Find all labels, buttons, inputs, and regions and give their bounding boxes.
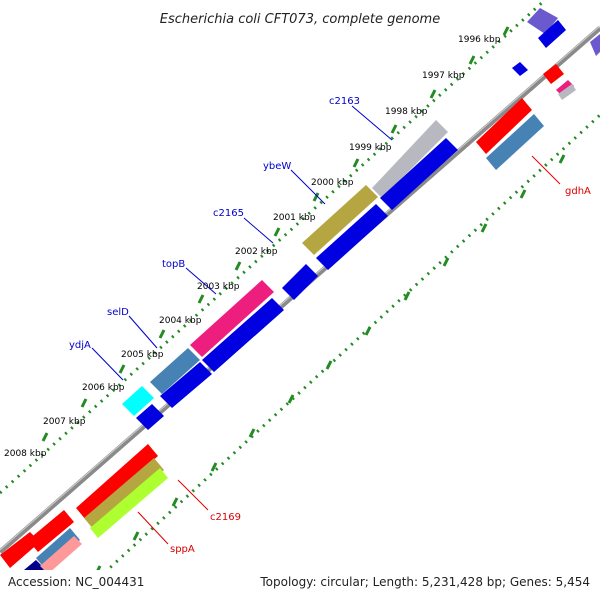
gene-feature[interactable] (136, 404, 164, 430)
gene-sppA-feature[interactable] (90, 468, 168, 538)
footer-accession: Accession: NC_004431 (8, 575, 144, 589)
kbp-label: 1996 kbp (458, 35, 501, 45)
kbp-label: 2007 kbp (43, 417, 86, 427)
gene-feature[interactable] (558, 84, 576, 100)
gene-label-ybeW[interactable]: ybeW (263, 161, 291, 172)
gene-label-c2165[interactable]: c2165 (213, 208, 244, 219)
gene-feature[interactable] (84, 458, 164, 530)
gene-feature[interactable] (512, 62, 528, 76)
kbp-label: 2005 kbp (121, 350, 164, 360)
map-title: Escherichia coli CFT073, complete genome (160, 12, 440, 27)
inner-major-ticks (94, 154, 566, 575)
gene-c2169-feature[interactable] (76, 444, 158, 520)
outer-major-ticks (41, 26, 510, 442)
kbp-label: 2003 kbp (197, 282, 240, 292)
gene-c2163-feature[interactable] (372, 120, 448, 198)
gene-feature[interactable] (543, 64, 564, 84)
gene-label-ydjA[interactable]: ydjA (69, 340, 91, 351)
gene-c2165-feature[interactable] (316, 204, 388, 270)
gene-selD-feature[interactable] (150, 348, 200, 394)
reverse-features (28, 34, 600, 574)
gene-feature[interactable] (36, 528, 80, 570)
gene-label-sppA[interactable]: sppA (170, 544, 195, 555)
gene-ybeW-feature[interactable] (302, 185, 378, 255)
gene-label-gdhA[interactable]: gdhA (565, 186, 591, 197)
gene-label-c2169[interactable]: c2169 (210, 512, 241, 523)
gene-label-c2163[interactable]: c2163 (329, 96, 360, 107)
kbp-label: 2001 kbp (273, 213, 316, 223)
gene-gdhA-feature[interactable] (476, 98, 532, 154)
kbp-label: 2002 kbp (235, 247, 278, 257)
gene-topB-feature[interactable] (190, 280, 274, 357)
gene-feature[interactable] (556, 80, 574, 96)
footer-summary: Topology: circular; Length: 5,231,428 bp… (259, 575, 590, 589)
kbp-label: 1999 kbp (349, 143, 392, 153)
gene-feature[interactable] (28, 510, 74, 552)
gene-feature[interactable] (538, 20, 566, 48)
gene-feature[interactable] (282, 264, 318, 300)
forward-features (0, 8, 566, 600)
kbp-label: 1997 kbp (422, 71, 465, 81)
gene-feature[interactable] (590, 34, 600, 56)
gene-feature[interactable] (160, 362, 212, 408)
kbp-label: 1998 kbp (385, 107, 428, 117)
kbp-label: 2000 kbp (311, 178, 354, 188)
gene-ydjA-feature[interactable] (122, 386, 154, 416)
gene-label-selD[interactable]: selD (107, 307, 129, 318)
gene-feature[interactable] (202, 298, 284, 372)
kbp-label: 2004 kbp (159, 316, 202, 326)
gene-feature[interactable] (40, 536, 82, 574)
footer-bar (0, 570, 600, 600)
gene-labels: c2163 ybeW c2165 topB selD ydjA gdhA c21… (69, 96, 591, 555)
gene-feature[interactable] (380, 138, 458, 210)
forward-leader-lines (91, 105, 393, 381)
kbp-label: 2006 kbp (82, 383, 125, 393)
gene-label-topB[interactable]: topB (162, 259, 185, 270)
kbp-label: 2008 kbp (4, 449, 47, 459)
gene-feature[interactable] (486, 114, 544, 170)
reverse-leader-lines (137, 155, 561, 545)
kbp-scale-labels: 1996 kbp 1997 kbp 1998 kbp 1999 kbp 2000… (4, 35, 501, 459)
